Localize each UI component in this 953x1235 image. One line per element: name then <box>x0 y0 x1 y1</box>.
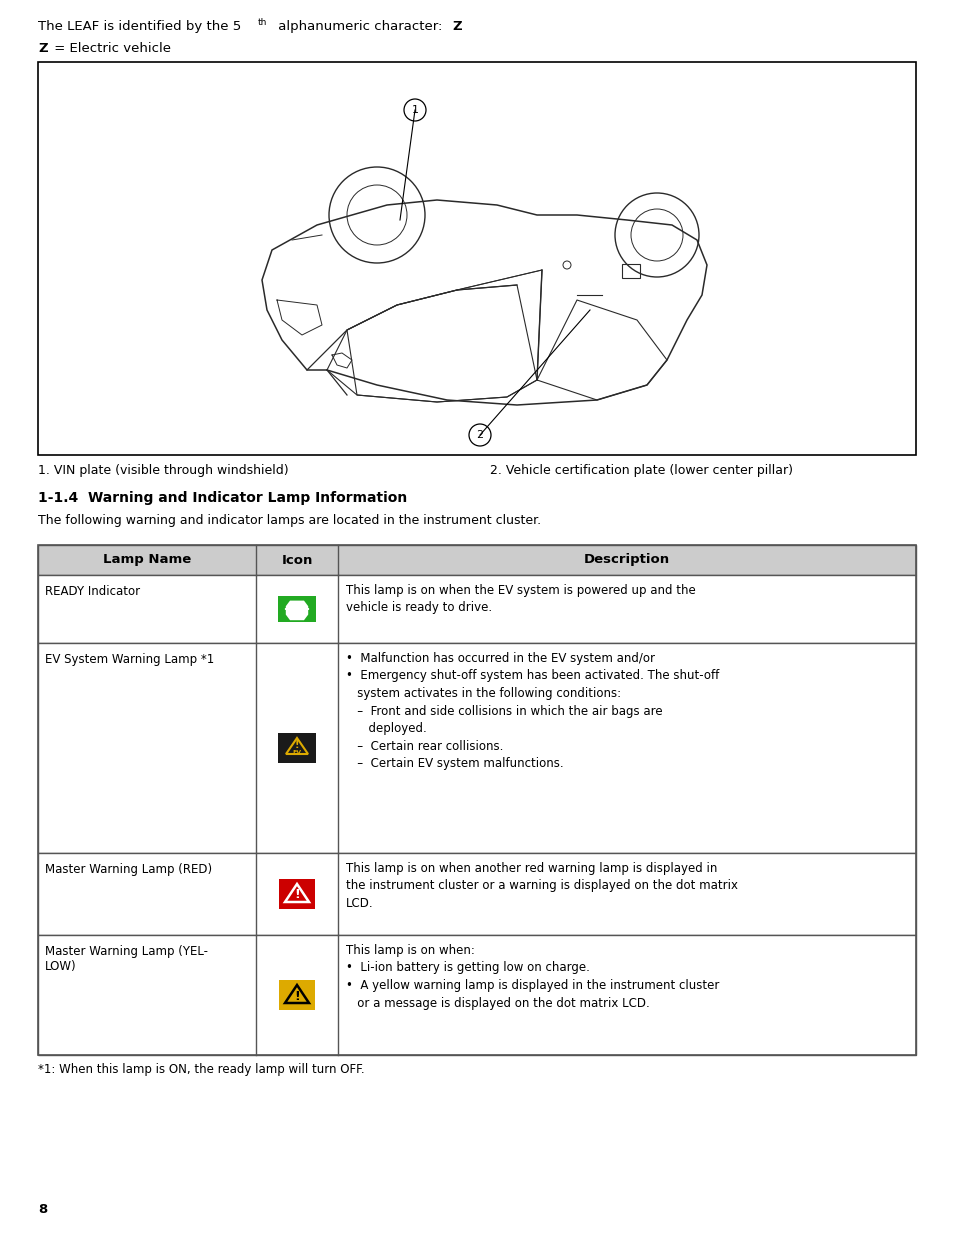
Bar <box>38 545 915 576</box>
Bar <box>277 597 315 622</box>
Bar <box>278 981 314 1010</box>
Bar <box>38 545 915 1055</box>
Bar <box>38 643 915 853</box>
Bar <box>38 576 915 643</box>
Text: This lamp is on when the EV system is powered up and the
vehicle is ready to dri: This lamp is on when the EV system is po… <box>346 584 695 615</box>
Bar <box>278 879 314 909</box>
Polygon shape <box>286 600 308 620</box>
Text: This lamp is on when another red warning lamp is displayed in
the instrument clu: This lamp is on when another red warning… <box>346 862 738 910</box>
Text: EV System Warning Lamp *1: EV System Warning Lamp *1 <box>45 653 214 666</box>
Bar <box>38 853 915 935</box>
Text: EV: EV <box>293 751 301 756</box>
Text: = Electric vehicle: = Electric vehicle <box>50 42 171 56</box>
Text: 1: 1 <box>411 105 418 115</box>
Text: !: ! <box>294 740 299 750</box>
Text: Master Warning Lamp (YEL-
LOW): Master Warning Lamp (YEL- LOW) <box>45 945 208 973</box>
Text: 1-1.4  Warning and Indicator Lamp Information: 1-1.4 Warning and Indicator Lamp Informa… <box>38 492 407 505</box>
Bar <box>38 62 915 454</box>
Text: Description: Description <box>583 553 669 567</box>
Text: 1. VIN plate (visible through windshield): 1. VIN plate (visible through windshield… <box>38 464 289 477</box>
Text: th: th <box>257 19 267 27</box>
Text: Lamp Name: Lamp Name <box>103 553 191 567</box>
Text: READY Indicator: READY Indicator <box>45 585 140 598</box>
Text: alphanumeric character:: alphanumeric character: <box>274 20 446 33</box>
Text: The LEAF is identified by the 5: The LEAF is identified by the 5 <box>38 20 241 33</box>
Text: !: ! <box>294 888 299 902</box>
Text: The following warning and indicator lamps are located in the instrument cluster.: The following warning and indicator lamp… <box>38 514 540 527</box>
Text: 2. Vehicle certification plate (lower center pillar): 2. Vehicle certification plate (lower ce… <box>490 464 792 477</box>
Text: Z: Z <box>38 42 48 56</box>
Text: 8: 8 <box>38 1203 48 1216</box>
Text: This lamp is on when:
•  Li-ion battery is getting low on charge.
•  A yellow wa: This lamp is on when: • Li-ion battery i… <box>346 944 719 1009</box>
Text: Icon: Icon <box>281 553 313 567</box>
Text: 2: 2 <box>476 430 483 440</box>
Text: Master Warning Lamp (RED): Master Warning Lamp (RED) <box>45 863 212 876</box>
Bar <box>277 734 315 763</box>
Bar <box>621 264 639 278</box>
Text: Z: Z <box>452 20 461 33</box>
Text: •  Malfunction has occurred in the EV system and/or
•  Emergency shut-off system: • Malfunction has occurred in the EV sys… <box>346 652 719 769</box>
Bar <box>38 935 915 1055</box>
Text: !: ! <box>294 989 299 1003</box>
Text: *1: When this lamp is ON, the ready lamp will turn OFF.: *1: When this lamp is ON, the ready lamp… <box>38 1063 364 1076</box>
